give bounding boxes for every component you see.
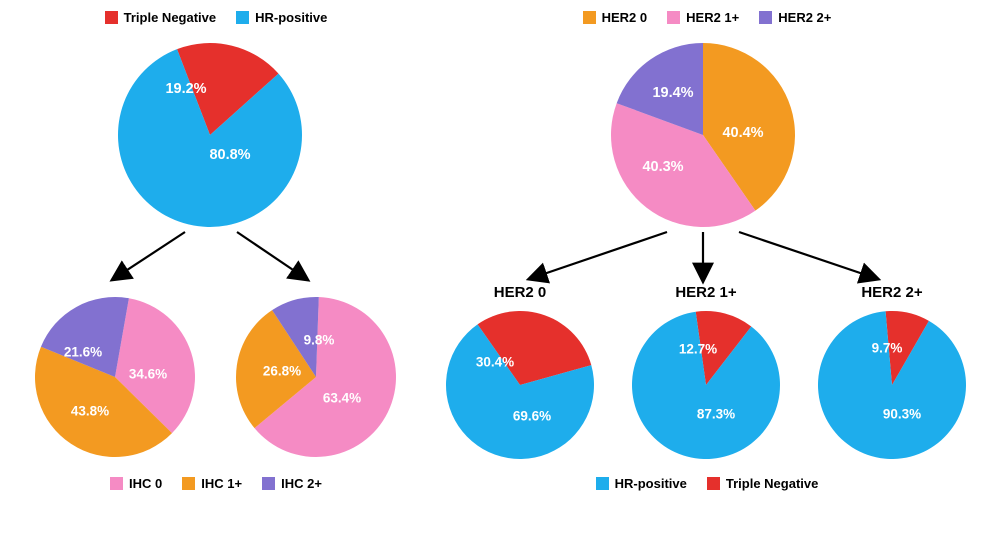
slice-label: 80.8% bbox=[209, 147, 250, 163]
slice-label: 9.7% bbox=[872, 341, 903, 356]
legend-top-left: Triple Negative HR-positive bbox=[5, 10, 427, 25]
legend-item: IHC 2+ bbox=[262, 476, 322, 491]
legend-item: HR-positive bbox=[236, 10, 327, 25]
pie-top-right: 40.4% 40.3% 19.4% bbox=[427, 25, 987, 230]
legend-item: Triple Negative bbox=[707, 476, 818, 491]
arrows-right bbox=[427, 230, 987, 285]
legend-label: HER2 2+ bbox=[778, 10, 831, 25]
legend-bottom-left: IHC 0 IHC 1+ IHC 2+ bbox=[5, 476, 427, 491]
slice-label: 30.4% bbox=[476, 355, 514, 370]
chart-title: HER2 2+ bbox=[861, 285, 923, 301]
swatch-icon bbox=[182, 477, 195, 490]
top-row: Triple Negative HR-positive 19.2% 80.8% H… bbox=[5, 10, 995, 230]
swatch-icon bbox=[110, 477, 123, 490]
chart-title: HER2 0 bbox=[494, 285, 547, 301]
slice-label: 9.8% bbox=[304, 333, 335, 348]
slice-label: 21.6% bbox=[64, 345, 102, 360]
pie-top-left: 19.2% 80.8% bbox=[5, 25, 427, 230]
slice-label: 19.4% bbox=[652, 85, 693, 101]
pie-her2-2: HER2 2+ 9.7% 90.3% bbox=[799, 285, 985, 470]
legend-label: IHC 0 bbox=[129, 476, 162, 491]
slice-label: 26.8% bbox=[263, 364, 301, 379]
legend-item: IHC 1+ bbox=[182, 476, 242, 491]
legend-label: Triple Negative bbox=[124, 10, 216, 25]
legend-item: HER2 0 bbox=[583, 10, 648, 25]
slice-label: 69.6% bbox=[513, 409, 551, 424]
pie-her2-0: HER2 0 30.4% 69.6% bbox=[427, 285, 613, 470]
legend-label: HR-positive bbox=[615, 476, 687, 491]
arrows-row bbox=[5, 230, 995, 285]
legend-top-right: HER2 0 HER2 1+ HER2 2+ bbox=[427, 10, 987, 25]
legend-label: Triple Negative bbox=[726, 476, 818, 491]
top-left-panel: Triple Negative HR-positive 19.2% 80.8% bbox=[5, 10, 427, 230]
legend-item: IHC 0 bbox=[110, 476, 162, 491]
swatch-icon bbox=[759, 11, 772, 24]
slice-label: 19.2% bbox=[165, 81, 206, 97]
bottom-left-panel: 34.6% 43.8% 21.6% 63.4% 26.8% 9.8% IHC 0 IHC… bbox=[5, 285, 427, 491]
pie-bottom-left-a: 34.6% 43.8% 21.6% bbox=[5, 285, 216, 470]
legend-label: HER2 0 bbox=[602, 10, 648, 25]
slice-label: 12.7% bbox=[679, 342, 717, 357]
legend-label: IHC 1+ bbox=[201, 476, 242, 491]
swatch-icon bbox=[236, 11, 249, 24]
legend-label: HER2 1+ bbox=[686, 10, 739, 25]
arrow-icon bbox=[532, 232, 667, 278]
swatch-icon bbox=[583, 11, 596, 24]
slice-label: 40.4% bbox=[722, 125, 763, 141]
bottom-right-panel: HER2 0 30.4% 69.6% HER2 1+ 12.7% 87.3% HER2 … bbox=[427, 285, 987, 491]
legend-label: IHC 2+ bbox=[281, 476, 322, 491]
slice-label: 63.4% bbox=[323, 391, 361, 406]
swatch-icon bbox=[105, 11, 118, 24]
slice-label: 90.3% bbox=[883, 407, 921, 422]
slice-label: 43.8% bbox=[71, 404, 109, 419]
top-right-panel: HER2 0 HER2 1+ HER2 2+ 40.4% 40.3% 19.4% bbox=[427, 10, 987, 230]
legend-item: HER2 1+ bbox=[667, 10, 739, 25]
legend-item: HER2 2+ bbox=[759, 10, 831, 25]
swatch-icon bbox=[596, 477, 609, 490]
arrow-icon bbox=[115, 232, 185, 278]
arrows-left bbox=[5, 230, 427, 285]
slice-label: 34.6% bbox=[129, 367, 167, 382]
arrow-icon bbox=[237, 232, 305, 278]
swatch-icon bbox=[262, 477, 275, 490]
slice-label: 40.3% bbox=[642, 159, 683, 175]
legend-item: HR-positive bbox=[596, 476, 687, 491]
pie-her2-1: HER2 1+ 12.7% 87.3% bbox=[613, 285, 799, 470]
bottom-row: 34.6% 43.8% 21.6% 63.4% 26.8% 9.8% IHC 0 IHC… bbox=[5, 285, 995, 491]
swatch-icon bbox=[707, 477, 720, 490]
legend-label: HR-positive bbox=[255, 10, 327, 25]
legend-bottom-right: HR-positive Triple Negative bbox=[427, 476, 987, 491]
arrow-icon bbox=[739, 232, 875, 278]
legend-item: Triple Negative bbox=[105, 10, 216, 25]
pie-bottom-left-b: 63.4% 26.8% 9.8% bbox=[216, 285, 427, 470]
slice-label: 87.3% bbox=[697, 407, 735, 422]
chart-title: HER2 1+ bbox=[675, 285, 737, 301]
swatch-icon bbox=[667, 11, 680, 24]
